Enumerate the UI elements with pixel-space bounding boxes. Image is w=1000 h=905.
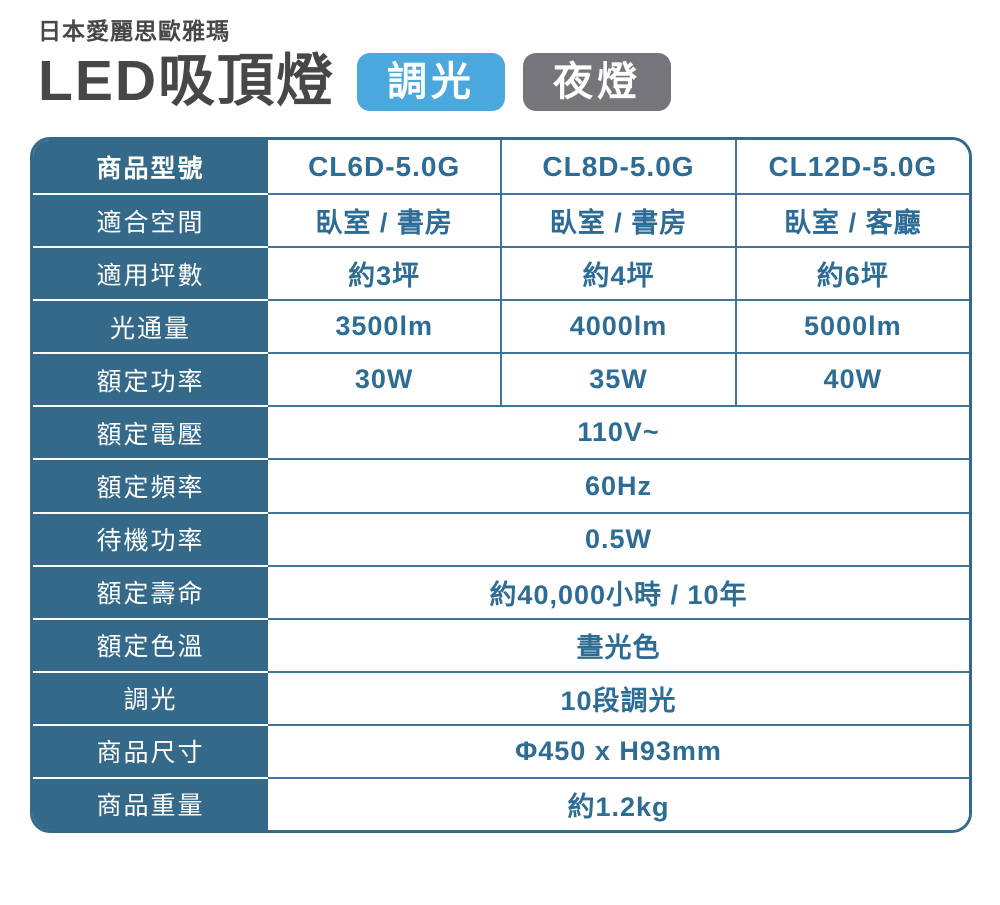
flux-cell-1: 3500lm (268, 299, 501, 353)
row-label: 待機功率 (33, 511, 268, 565)
dimming-cell: 10段調光 (268, 670, 969, 724)
model-cell-1: CL6D-5.0G (268, 140, 501, 194)
area-cell-2: 約4坪 (500, 246, 735, 300)
table-row-color-temperature: 額定色溫 晝光色 (33, 617, 969, 671)
table-row-area: 適用坪數 約3坪 約4坪 約6坪 (33, 246, 969, 300)
table-row-rated-frequency: 額定頻率 60Hz (33, 458, 969, 512)
row-label: 光通量 (33, 299, 268, 353)
row-label: 額定壽命 (33, 564, 268, 618)
power-cell-1: 30W (268, 352, 501, 406)
header: 日本愛麗思歐雅瑪 LED吸頂燈 調光 夜燈 (38, 12, 671, 112)
row-label: 適合空間 (33, 193, 268, 247)
table-row-room: 適合空間 臥室 / 書房 臥室 / 書房 臥室 / 客廳 (33, 193, 969, 247)
lifetime-cell: 約40,000小時 / 10年 (268, 564, 969, 618)
room-cell-3: 臥室 / 客廳 (734, 193, 969, 247)
voltage-cell: 110V~ (268, 405, 969, 459)
brand-name: 日本愛麗思歐雅瑪 (38, 18, 230, 44)
row-label: 商品重量 (33, 776, 268, 830)
frequency-cell: 60Hz (268, 458, 969, 512)
flux-cell-3: 5000lm (734, 299, 969, 353)
table-row-standby-power: 待機功率 0.5W (33, 511, 969, 565)
area-cell-3: 約6坪 (734, 246, 969, 300)
title-row: LED吸頂燈 調光 夜燈 (38, 49, 671, 113)
standby-cell: 0.5W (268, 511, 969, 565)
color-temp-cell: 晝光色 (268, 617, 969, 671)
page-title: LED吸頂燈 (38, 49, 335, 113)
row-label: 調光 (33, 670, 268, 724)
flux-cell-2: 4000lm (500, 299, 735, 353)
table-row-model: 商品型號 CL6D-5.0G CL8D-5.0G CL12D-5.0G (33, 140, 969, 194)
room-cell-1: 臥室 / 書房 (268, 193, 501, 247)
table-row-rated-lifetime: 額定壽命 約40,000小時 / 10年 (33, 564, 969, 618)
table-row-rated-voltage: 額定電壓 110V~ (33, 405, 969, 459)
area-cell-1: 約3坪 (268, 246, 501, 300)
table-row-rated-power: 額定功率 30W 35W 40W (33, 352, 969, 406)
dimming-badge: 調光 (357, 52, 505, 111)
model-cell-3: CL12D-5.0G (734, 140, 969, 194)
dimensions-cell: Φ450 x H93mm (268, 723, 969, 777)
power-cell-2: 35W (500, 352, 735, 406)
row-label: 額定色溫 (33, 617, 268, 671)
row-label: 額定頻率 (33, 458, 268, 512)
night-light-badge: 夜燈 (523, 52, 671, 111)
power-cell-3: 40W (734, 352, 969, 406)
table-row-luminous-flux: 光通量 3500lm 4000lm 5000lm (33, 299, 969, 353)
row-label: 額定電壓 (33, 405, 268, 459)
row-label: 額定功率 (33, 352, 268, 406)
table-row-weight: 商品重量 約1.2kg (33, 776, 969, 830)
row-label: 商品尺寸 (33, 723, 268, 777)
row-label: 商品型號 (33, 140, 268, 194)
spec-table: 商品型號 CL6D-5.0G CL8D-5.0G CL12D-5.0G 適合空間… (30, 137, 972, 833)
row-label: 適用坪數 (33, 246, 268, 300)
table-row-dimensions: 商品尺寸 Φ450 x H93mm (33, 723, 969, 777)
weight-cell: 約1.2kg (268, 776, 969, 830)
model-cell-2: CL8D-5.0G (500, 140, 735, 194)
room-cell-2: 臥室 / 書房 (500, 193, 735, 247)
table-row-dimming: 調光 10段調光 (33, 670, 969, 724)
